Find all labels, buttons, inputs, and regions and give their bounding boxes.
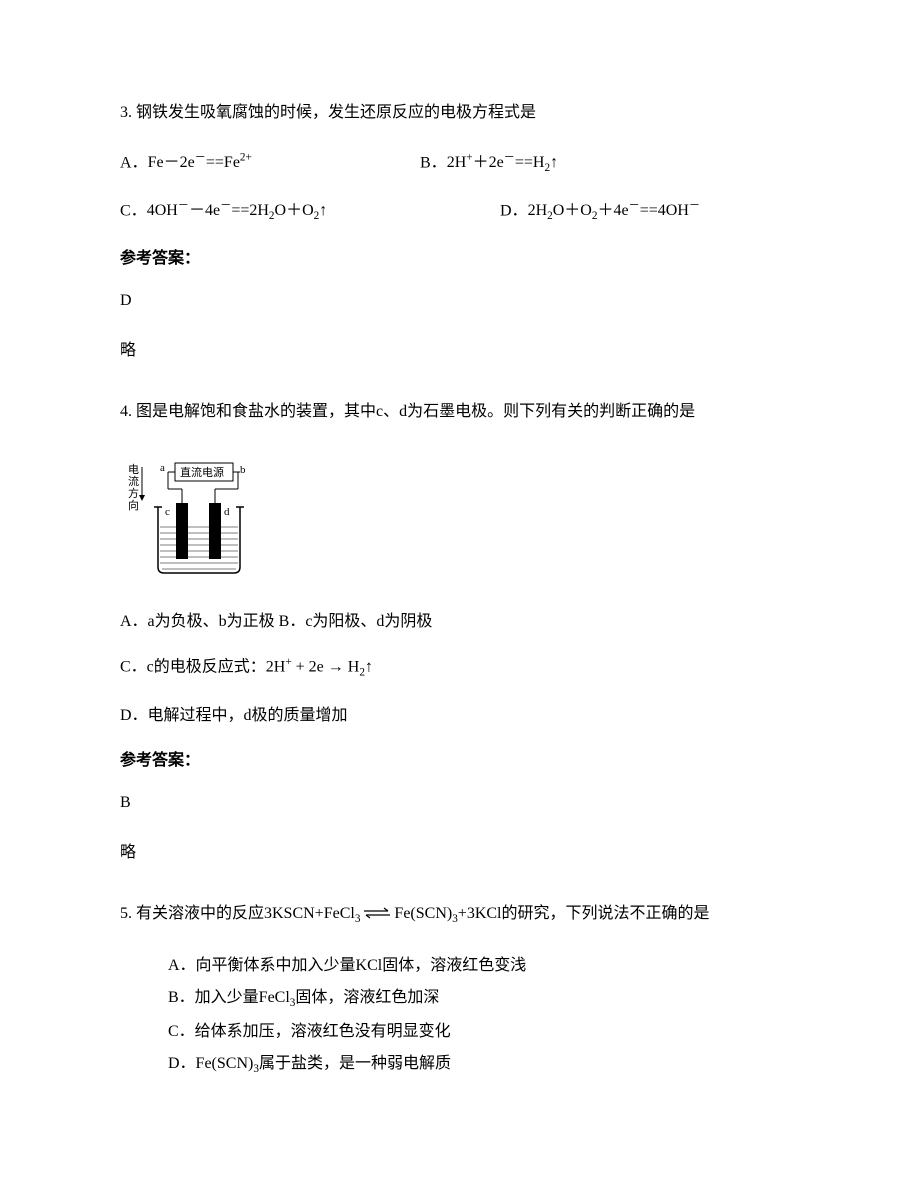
- equilibrium-arrow-icon: [362, 902, 392, 928]
- q4-prompt: 4. 图是电解饱和食盐水的装置，其中c、d为石墨电极。则下列有关的判断正确的是: [120, 399, 800, 425]
- q3-c-text: 4OH－－4e－==2H2O＋O2↑: [147, 202, 328, 219]
- electrolysis-diagram-icon: 电 流 方 向 直流电源 a b: [120, 449, 270, 579]
- q5-prompt-post: Fe(SCN)3+3KCl的研究，下列说法不正确的是: [394, 905, 709, 922]
- q4-diagram: 电 流 方 向 直流电源 a b: [120, 449, 800, 579]
- q5-option-c: C．给体系加压，溶液红色没有明显变化: [168, 1019, 800, 1045]
- q3-b-text: 2H+＋2e－==H2↑: [447, 154, 558, 171]
- label-d: d: [224, 506, 230, 518]
- q3-brief: 略: [120, 338, 800, 364]
- q3-option-b: B．2H+＋2e－==H2↑: [420, 150, 800, 178]
- q3-b-label: B．: [420, 154, 447, 171]
- current-label-4: 向: [128, 498, 139, 512]
- q5-options: A．向平衡体系中加入少量KCl固体，溶液红色变浅 B．加入少量FeCl3固体，溶…: [120, 953, 800, 1078]
- q3-d-label: D．: [500, 202, 528, 219]
- q3-a-text: Fe－2e－==Fe2+: [148, 154, 252, 171]
- q3-answer: D: [120, 288, 800, 314]
- q3-d-text: 2H2O＋O2＋4e－==4OH－: [528, 202, 701, 219]
- q4-option-c: C．c的电极反应式：2H+ + 2e → H2↑: [120, 654, 800, 682]
- power-label: 直流电源: [180, 465, 224, 479]
- q4-brief: 略: [120, 840, 800, 866]
- q4-answer: B: [120, 790, 800, 816]
- q4-option-d: D．电解过程中，d极的质量增加: [120, 703, 800, 729]
- q3-c-label: C．: [120, 202, 147, 219]
- q3-a-label: A．: [120, 154, 148, 171]
- current-label-2: 流: [128, 474, 139, 488]
- q3-row2: C．4OH－－4e－==2H2O＋O2↑ D．2H2O＋O2＋4e－==4OH－: [120, 198, 800, 226]
- q5-prompt: 5. 有关溶液中的反应3KSCN+FeCl3 Fe(SCN)3+3KCl的研究，下…: [120, 901, 800, 929]
- q5-option-d: D．Fe(SCN)3属于盐类，是一种弱电解质: [168, 1051, 800, 1079]
- current-label-1: 电: [128, 463, 139, 476]
- q4-answer-header: 参考答案：: [120, 748, 800, 774]
- label-b: b: [240, 464, 246, 476]
- current-label-3: 方: [128, 486, 139, 500]
- label-c: c: [165, 506, 170, 518]
- q3-row1: A．Fe－2e－==Fe2+ B．2H+＋2e－==H2↑: [120, 150, 800, 178]
- q4-option-ab: A．a为负极、b为正极 B．c为阳极、d为阴极: [120, 609, 800, 635]
- q3-answer-header: 参考答案：: [120, 246, 800, 272]
- q5-option-a: A．向平衡体系中加入少量KCl固体，溶液红色变浅: [168, 953, 800, 979]
- label-a: a: [160, 462, 165, 474]
- q3-option-a: A．Fe－2e－==Fe2+: [120, 150, 420, 178]
- q3-option-c: C．4OH－－4e－==2H2O＋O2↑: [120, 198, 500, 226]
- q5-option-b: B．加入少量FeCl3固体，溶液红色加深: [168, 985, 800, 1013]
- q3-prompt: 3. 钢铁发生吸氧腐蚀的时候，发生还原反应的电极方程式是: [120, 100, 800, 126]
- q5-prompt-pre: 5. 有关溶液中的反应3KSCN+FeCl3: [120, 905, 360, 922]
- q3-option-d: D．2H2O＋O2＋4e－==4OH－: [500, 198, 800, 226]
